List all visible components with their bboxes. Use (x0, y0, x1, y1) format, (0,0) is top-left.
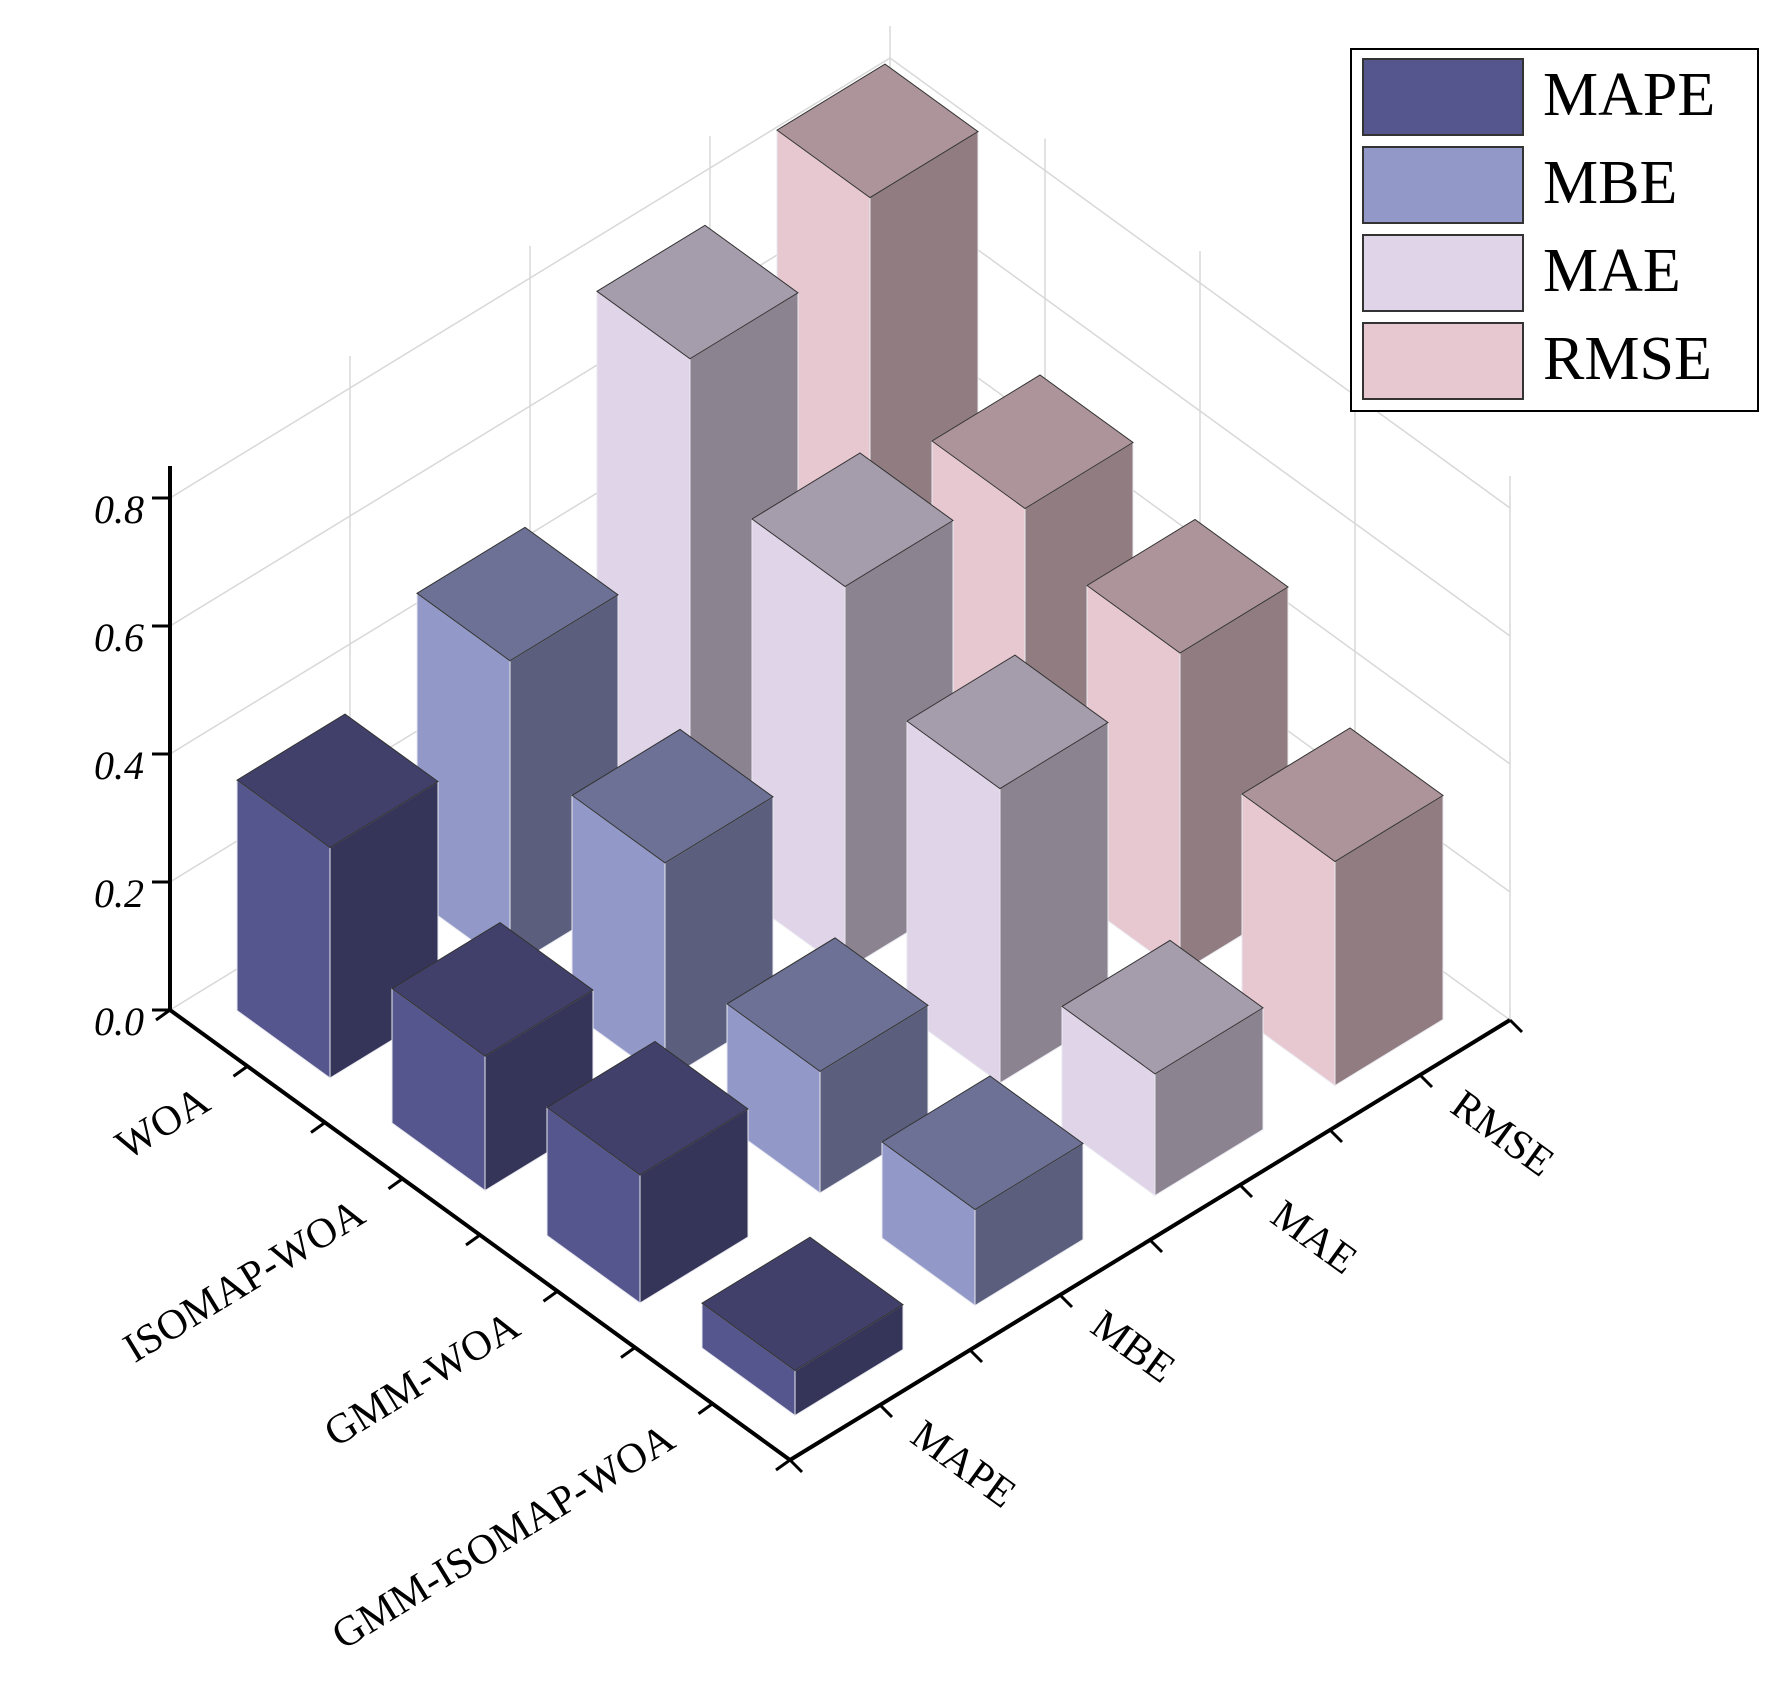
bar (881, 1075, 1084, 1307)
axis-tick (878, 1403, 894, 1419)
bar-top (236, 713, 439, 849)
z-tick-label: RMSE (1442, 1082, 1562, 1186)
y-tick-label: 0.6 (94, 615, 144, 660)
bar-top (776, 63, 979, 199)
z-tick-label: MAE (1262, 1192, 1365, 1284)
legend-label: MAPE (1543, 61, 1715, 129)
x-tick-label: WOA (108, 1077, 218, 1169)
axis-tick (542, 1290, 559, 1303)
axis-tick (788, 1458, 804, 1474)
bar-top (701, 1236, 904, 1372)
bar (571, 728, 774, 1082)
legend-swatch (1362, 58, 1524, 136)
bar-top (571, 728, 774, 864)
axis-tick (465, 1233, 481, 1247)
z-tick-label: MAPE (902, 1412, 1023, 1518)
bar-top (1061, 939, 1264, 1075)
bar-top (1086, 518, 1289, 654)
axis-tick (1148, 1238, 1164, 1254)
axis-tick (232, 1065, 249, 1078)
bar (1061, 939, 1264, 1197)
bar-top (751, 452, 954, 588)
bar-top (546, 1040, 749, 1176)
bar (546, 1040, 749, 1304)
axis-tick (1418, 1073, 1434, 1089)
bar-top (931, 374, 1134, 510)
bar (726, 937, 929, 1194)
bar-top (726, 937, 929, 1073)
bar-top (881, 1075, 1084, 1211)
legend-label: MAE (1543, 237, 1681, 305)
axis-tick (387, 1177, 404, 1190)
bar (1086, 518, 1289, 974)
axis-tick (155, 1008, 171, 1022)
bar-top (906, 654, 1109, 790)
bar-top (391, 921, 594, 1057)
axis-tick (310, 1121, 326, 1134)
y-tick-label: 0.0 (94, 999, 144, 1044)
x-tick-label: GMM-WOA (317, 1302, 529, 1456)
legend-swatch (1362, 146, 1524, 224)
x-tick-label: ISOMAP-WOA (116, 1190, 374, 1372)
axis-tick (968, 1348, 984, 1364)
z-tick-label: MBE (1082, 1302, 1183, 1393)
axis-tick (775, 1458, 791, 1472)
bar-top (416, 526, 619, 662)
y-tick-label: 0.2 (94, 871, 144, 916)
y-tick-label: 0.4 (94, 743, 144, 788)
bar (1241, 727, 1444, 1087)
legend-label: RMSE (1543, 325, 1712, 393)
axis-tick (1058, 1293, 1074, 1309)
x-tick-label: GMM-ISOMAP-WOA (324, 1415, 683, 1659)
bar-top (596, 224, 799, 360)
legend-swatch (1362, 234, 1524, 312)
legend-swatch (1362, 322, 1524, 400)
bar-top (1241, 727, 1444, 863)
axis-tick (697, 1402, 714, 1415)
bar (701, 1236, 904, 1417)
axis-tick (620, 1346, 636, 1359)
axis-tick (1328, 1128, 1344, 1144)
bar (391, 921, 594, 1192)
legend-label: MBE (1543, 149, 1677, 217)
y-tick-label: 0.8 (94, 487, 144, 532)
axis-tick (1508, 1018, 1524, 1034)
bar (906, 654, 1109, 1084)
axis-tick (1238, 1183, 1254, 1199)
